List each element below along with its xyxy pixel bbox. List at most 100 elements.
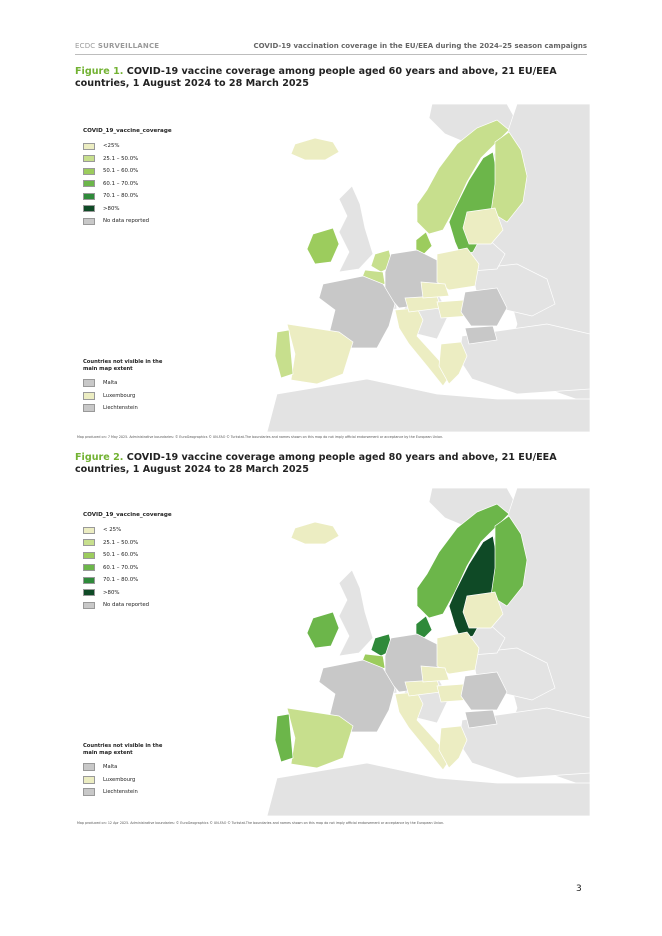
country-baltics [462,207,504,245]
country-portugal [274,713,294,763]
inset-label: Luxembourg [103,392,136,399]
country-romania [460,671,508,711]
country-norway [416,503,510,619]
country-denmark [415,231,433,255]
inset-label: Liechtenstein [103,789,138,796]
legend-swatch [83,205,95,213]
legend-label: No data reported [103,602,150,609]
country-finland [490,515,528,607]
europe-map-svg [266,488,590,816]
legend-swatch [83,526,95,534]
legend-swatch [83,180,95,188]
inset-swatch [83,404,95,413]
legend-label: < 25% [103,527,122,534]
figure-1-title: Figure 1. COVID-19 vaccine coverage amon… [75,66,595,89]
legend-swatch [83,576,95,584]
country-france [318,275,396,349]
figure-2-label: Figure 2. [75,452,124,463]
country-bulgaria [464,709,498,729]
legend-label: 25.1 – 50.0% [103,155,139,162]
country-bulgaria [464,325,498,345]
country-iceland [290,521,340,545]
inset-label: Liechtenstein [103,405,138,412]
page-number: 3 [576,884,582,894]
legend-swatch [83,564,95,572]
legend-item: >80% [83,203,172,216]
country-portugal [274,329,294,379]
legend-label: 70.1 – 80.0% [103,193,139,200]
figure-2-map: COVID_19_vaccine_coverage < 25% 25.1 – 50.… [77,488,590,816]
legend-swatch [83,192,95,200]
country-finland [490,131,528,223]
background-land-uk [338,569,374,657]
country-norway [416,119,510,235]
inset-legend: Countries not visible in the main map ex… [83,359,173,415]
legend-item: 25.1 – 50.0% [83,537,172,550]
inset-swatch [83,763,95,772]
country-romania [460,287,508,327]
inset-swatch [83,379,95,388]
legend-swatch [83,601,95,609]
legend-title: COVID_19_vaccine_coverage [83,128,172,134]
legend-item: 70.1 – 80.0% [83,190,172,203]
legend-swatch [83,551,95,559]
legend-label: 60.1 – 70.0% [103,564,139,571]
inset-item: Liechtenstein [83,786,173,799]
legend-item: >80% [83,587,172,600]
legend-swatch [83,539,95,547]
country-czechia [420,665,450,683]
legend-label: 50.1 – 60.0% [103,552,139,559]
legend-title: COVID_19_vaccine_coverage [83,512,172,518]
inset-label: Luxembourg [103,776,136,783]
inset-swatch [83,775,95,784]
inset-title: Countries not visible in the main map ex… [83,743,163,756]
country-ireland [306,611,340,649]
country-iceland [290,137,340,161]
legend-item: 70.1 – 80.0% [83,574,172,587]
background-land-africa [266,378,590,432]
inset-swatch [83,788,95,797]
page-header: ECDC SURVEILLANCE COVID-19 vaccination c… [75,40,587,55]
legend-swatch [83,155,95,163]
inset-item: Luxembourg [83,390,173,403]
legend-label: 50.1 – 60.0% [103,168,139,175]
country-denmark [415,615,433,639]
country-spain [286,323,354,385]
legend-label: No data reported [103,218,150,225]
legend-label: >80% [103,205,120,212]
figure-1-label: Figure 1. [75,66,124,77]
legend-item: <25% [83,140,172,153]
inset-item: Liechtenstein [83,402,173,415]
legend-item: No data reported [83,599,172,612]
inset-label: Malta [103,380,118,387]
country-ireland [306,227,340,265]
country-poland [436,247,480,291]
legend-swatch [83,589,95,597]
figure-1-credit: Map produced on: 7 May 2025. Administrat… [77,435,444,439]
europe-map-svg [266,104,590,432]
header-section: SURVEILLANCE [97,42,160,50]
legend-label: >80% [103,589,120,596]
figure-2-caption: COVID-19 vaccine coverage among people a… [75,452,557,475]
background-land-uk [338,185,374,273]
legend-item: 50.1 – 60.0% [83,165,172,178]
legend-item: 50.1 – 60.0% [83,549,172,562]
legend-item: 60.1 – 70.0% [83,562,172,575]
inset-swatch [83,391,95,400]
legend-label: 25.1 – 50.0% [103,539,139,546]
legend-swatch [83,167,95,175]
legend-label: 70.1 – 80.0% [103,577,139,584]
legend-label: <25% [103,143,120,150]
header-doc-title: COVID-19 vaccination coverage in the EU/… [253,42,587,50]
country-greece [438,725,468,769]
header-org: ECDC [75,42,96,50]
map-legend: COVID_19_vaccine_coverage <25% 25.1 – 50.0… [83,128,172,228]
legend-label: 60.1 – 70.0% [103,180,139,187]
figure-1-map: COVID_19_vaccine_coverage <25% 25.1 – 50.0… [77,104,590,432]
country-poland [436,631,480,675]
figure-1-caption: COVID-19 vaccine coverage among people a… [75,66,557,89]
inset-item: Malta [83,761,173,774]
legend-item: 25.1 – 50.0% [83,153,172,166]
inset-label: Malta [103,764,118,771]
country-czechia [420,281,450,299]
